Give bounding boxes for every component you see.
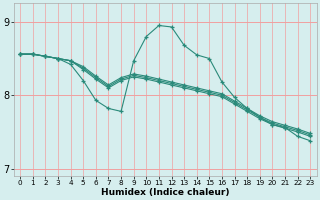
X-axis label: Humidex (Indice chaleur): Humidex (Indice chaleur) xyxy=(101,188,229,197)
